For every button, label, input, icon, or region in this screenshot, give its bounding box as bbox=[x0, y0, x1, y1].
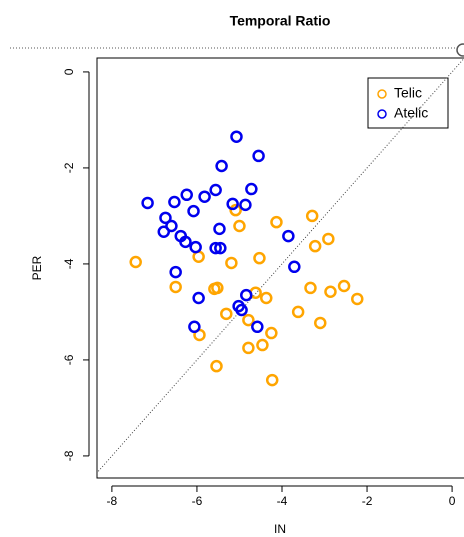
x-tick-label: -4 bbox=[277, 494, 288, 508]
point bbox=[304, 281, 317, 295]
point bbox=[165, 219, 178, 233]
y-tick-label: -2 bbox=[62, 162, 76, 173]
plot-box bbox=[96, 57, 464, 479]
y-tick-label: -8 bbox=[62, 450, 76, 461]
point bbox=[141, 196, 154, 210]
point bbox=[288, 260, 301, 274]
reference-line bbox=[97, 58, 464, 474]
point bbox=[351, 292, 364, 306]
handle bbox=[456, 43, 464, 57]
legend: Telic Atelic bbox=[367, 77, 449, 129]
point bbox=[337, 279, 351, 293]
legend-label: Atelic bbox=[394, 105, 428, 121]
x-tick-label: -2 bbox=[362, 494, 373, 508]
y-axis-label: PER bbox=[30, 255, 44, 280]
point bbox=[239, 198, 252, 212]
plot-area bbox=[97, 58, 464, 474]
point bbox=[324, 285, 337, 299]
point bbox=[305, 209, 319, 223]
point bbox=[192, 291, 205, 305]
point bbox=[245, 182, 258, 196]
point bbox=[270, 215, 283, 229]
point bbox=[214, 241, 227, 255]
point bbox=[215, 159, 228, 173]
point bbox=[251, 320, 264, 334]
point bbox=[240, 288, 253, 302]
point bbox=[209, 241, 222, 255]
point bbox=[213, 222, 226, 236]
point bbox=[168, 195, 181, 209]
point bbox=[157, 225, 171, 239]
legend-marker bbox=[377, 109, 387, 119]
point bbox=[220, 307, 233, 321]
point bbox=[242, 341, 255, 355]
point bbox=[208, 282, 221, 296]
point bbox=[225, 256, 238, 270]
point bbox=[282, 229, 295, 243]
point bbox=[210, 359, 223, 373]
point bbox=[291, 305, 305, 319]
point bbox=[226, 197, 239, 211]
x-tick-label: -6 bbox=[192, 494, 203, 508]
point bbox=[159, 211, 172, 225]
point bbox=[265, 373, 279, 387]
x-tick-label: -8 bbox=[107, 494, 118, 508]
point bbox=[242, 313, 255, 327]
legend-box bbox=[367, 77, 449, 129]
point bbox=[229, 203, 242, 217]
point bbox=[187, 204, 200, 218]
chart-title: Temporal Ratio bbox=[230, 13, 331, 29]
point bbox=[260, 291, 273, 305]
point bbox=[233, 219, 246, 233]
point bbox=[188, 320, 201, 334]
x-axis-label: IN bbox=[274, 522, 286, 536]
legend-label: Telic bbox=[394, 85, 422, 101]
point bbox=[129, 255, 142, 269]
point bbox=[209, 183, 222, 197]
point bbox=[169, 265, 182, 279]
x-tick-label: 0 bbox=[449, 494, 456, 508]
y-tick-label: -6 bbox=[62, 354, 76, 365]
y-tick-label: -4 bbox=[62, 258, 76, 269]
y-tick-label: 0 bbox=[62, 68, 76, 75]
point bbox=[265, 326, 278, 340]
point bbox=[198, 190, 211, 203]
legend-marker bbox=[377, 89, 387, 99]
point bbox=[314, 316, 327, 330]
point bbox=[256, 338, 269, 352]
point bbox=[179, 235, 192, 249]
point bbox=[169, 280, 182, 294]
point bbox=[230, 130, 243, 143]
point bbox=[180, 188, 193, 202]
point bbox=[235, 303, 248, 317]
point bbox=[322, 232, 335, 246]
point bbox=[308, 239, 322, 253]
point bbox=[253, 251, 266, 265]
point bbox=[252, 149, 265, 163]
point bbox=[189, 240, 202, 254]
